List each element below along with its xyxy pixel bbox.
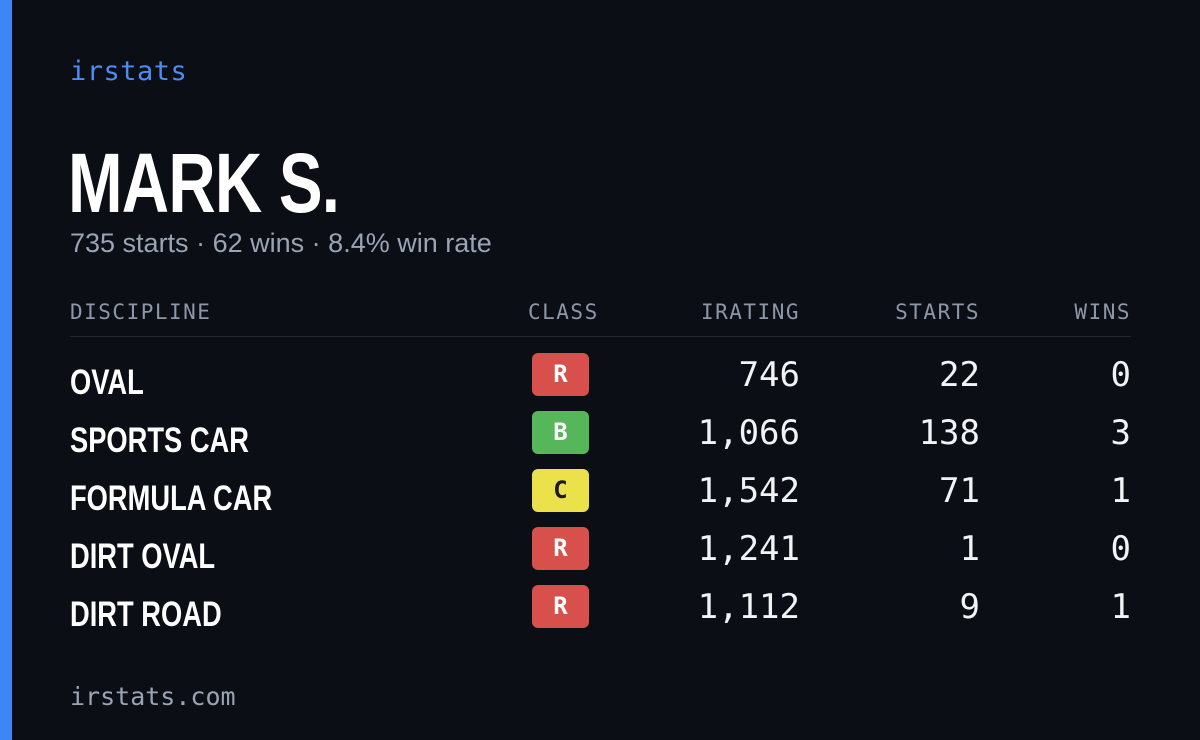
irating-value: 746 [738,355,800,395]
header-discipline: DISCIPLINE [70,300,212,324]
header-class: CLASS [528,300,599,324]
license-class-badge: B [532,411,589,454]
starts-value: 22 [939,355,980,395]
wins-value: 3 [1110,413,1131,453]
brand-logo-text: irstats [70,56,188,87]
table-row: OVAL R 746 22 0 [70,353,1131,411]
table-header: DISCIPLINE CLASS IRATING STARTS WINS [70,296,1131,337]
starts-value: 71 [939,471,980,511]
license-class-badge: R [532,585,589,628]
license-class-badge: R [532,353,589,396]
starts-value: 9 [959,587,980,627]
player-name: MARK S. [68,136,340,230]
discipline-name: SPORTS CAR [70,421,249,460]
wins-value: 0 [1110,355,1131,395]
wins-value: 0 [1110,529,1131,569]
header-irating: IRATING [700,300,800,324]
discipline-name: OVAL [70,363,144,402]
irating-value: 1,066 [697,413,800,453]
header-starts: STARTS [895,300,980,324]
starts-value: 1 [959,529,980,569]
table-row: DIRT ROAD R 1,112 9 1 [70,585,1131,643]
summary-separator: · [311,228,321,258]
accent-bar [0,0,12,740]
table-row: SPORTS CAR B 1,066 138 3 [70,411,1131,469]
table-row: DIRT OVAL R 1,241 1 0 [70,527,1131,585]
table-body: OVAL R 746 22 0 SPORTS CAR B 1,066 138 3… [70,337,1131,643]
table-row: FORMULA CAR C 1,542 71 1 [70,469,1131,527]
discipline-name: DIRT ROAD [70,595,222,634]
wins-value: 1 [1110,587,1131,627]
irating-value: 1,542 [697,471,800,511]
wins-value: 1 [1110,471,1131,511]
summary-starts: 735 starts [70,228,189,258]
irating-value: 1,112 [697,587,800,627]
summary-separator: · [196,228,206,258]
player-summary: 735 starts · 62 wins · 8.4% win rate [70,228,492,259]
summary-wins: 62 wins [212,228,305,258]
irating-value: 1,241 [697,529,800,569]
discipline-table: DISCIPLINE CLASS IRATING STARTS WINS OVA… [70,296,1131,643]
footer-url[interactable]: irstats.com [70,682,236,711]
summary-win-rate: 8.4% win rate [328,228,492,258]
discipline-name: DIRT OVAL [70,537,216,576]
starts-value: 138 [918,413,980,453]
discipline-name: FORMULA CAR [70,479,273,518]
license-class-badge: R [532,527,589,570]
license-class-badge: C [532,469,589,512]
header-wins: WINS [1074,300,1131,324]
